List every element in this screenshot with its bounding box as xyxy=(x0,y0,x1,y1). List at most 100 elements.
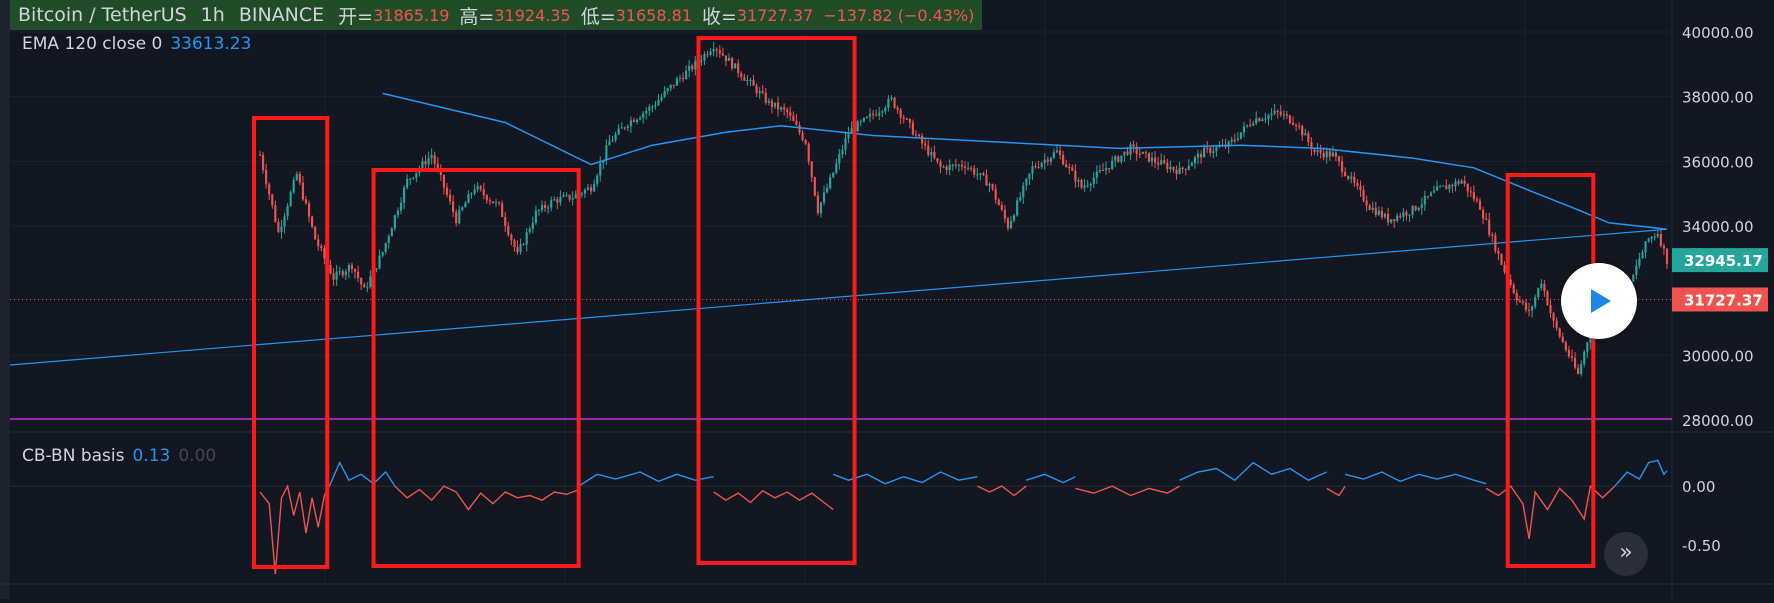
candle-body xyxy=(1276,110,1279,112)
candle-body xyxy=(1393,219,1396,221)
candle-body xyxy=(1546,291,1549,306)
candle-body xyxy=(1055,150,1059,153)
candle-body xyxy=(807,144,810,162)
candle-body xyxy=(274,205,277,222)
candle-body xyxy=(353,268,357,272)
candle-body xyxy=(329,265,332,274)
candle-body xyxy=(1399,215,1402,217)
candle-body xyxy=(1414,205,1417,211)
play-button[interactable] xyxy=(1561,263,1637,339)
candle-body xyxy=(1025,178,1028,186)
candle-body xyxy=(544,204,547,208)
candle-body xyxy=(363,284,366,288)
candle-body xyxy=(424,161,427,165)
candle-body xyxy=(1386,213,1390,223)
candle-body xyxy=(565,194,568,196)
candle-body xyxy=(369,276,372,288)
candle-body xyxy=(1586,342,1589,352)
candle-body xyxy=(951,164,954,166)
candle-body xyxy=(280,226,283,232)
candle-body xyxy=(700,60,703,62)
candle-body xyxy=(798,124,801,133)
price-tag-bg xyxy=(1672,248,1768,273)
candle-body xyxy=(510,234,513,241)
candle-body xyxy=(482,189,485,196)
candle-body xyxy=(1068,167,1071,169)
price-tick-label: 40000.00 xyxy=(1682,24,1754,42)
candle-body xyxy=(396,210,400,216)
candle-body xyxy=(1193,157,1197,164)
scroll-to-realtime-button[interactable]: » xyxy=(1604,532,1648,576)
candle-body xyxy=(1454,181,1457,187)
candle-body xyxy=(1475,199,1479,201)
symbol-name[interactable]: Bitcoin / TetherUS xyxy=(18,4,187,26)
candle-body xyxy=(979,173,982,175)
candle-body xyxy=(320,246,323,249)
candle-body xyxy=(1258,118,1261,121)
candle-body xyxy=(378,255,381,269)
candle-body xyxy=(835,163,838,173)
low-label: 低= xyxy=(580,5,616,28)
candle-body xyxy=(881,111,884,113)
candle-body xyxy=(1016,200,1019,216)
candle-body xyxy=(868,113,872,117)
candle-body xyxy=(1362,190,1365,201)
candle-body xyxy=(1426,196,1429,198)
candle-body xyxy=(1212,151,1215,154)
candle-body xyxy=(1120,155,1123,162)
basis-legend[interactable]: CB-BN basis 0.13 0.00 xyxy=(22,446,216,466)
candle-body xyxy=(1371,207,1374,210)
candle-body xyxy=(314,226,317,240)
candle-body xyxy=(706,53,709,55)
candle-body xyxy=(1402,212,1405,217)
candle-body xyxy=(1647,238,1650,242)
candle-body xyxy=(295,173,298,180)
ema-legend[interactable]: EMA 120 close 0 33613.23 xyxy=(22,34,251,54)
candle-body xyxy=(1233,139,1236,141)
candle-body xyxy=(724,55,728,61)
candle-body xyxy=(402,187,406,203)
candle-body xyxy=(703,53,706,61)
candle-body xyxy=(332,273,335,280)
basis-series xyxy=(259,459,1668,575)
candle-body xyxy=(488,200,491,202)
candle-body xyxy=(507,225,510,235)
candle-body xyxy=(1037,167,1040,169)
candle-body xyxy=(734,63,737,69)
price-tick-label: 34000.00 xyxy=(1682,218,1754,236)
candle-body xyxy=(1460,180,1463,184)
candle-body xyxy=(525,232,528,245)
candle-body xyxy=(1567,349,1570,357)
ema-120-line xyxy=(382,92,1668,230)
candle-body xyxy=(568,194,571,200)
candle-body xyxy=(819,202,823,214)
candle-body xyxy=(773,102,777,107)
candle-body xyxy=(1417,207,1420,211)
candle-body xyxy=(1117,156,1120,162)
candle-body xyxy=(357,271,360,279)
candle-body xyxy=(1126,151,1129,155)
candle-body xyxy=(942,166,945,168)
interval-label[interactable]: 1h xyxy=(200,4,225,26)
candle-body xyxy=(1141,151,1144,154)
candle-body xyxy=(749,79,752,81)
candle-body xyxy=(1448,184,1451,190)
candle-body xyxy=(1543,283,1546,292)
high-label: 高= xyxy=(459,5,495,28)
candle-body xyxy=(801,132,804,141)
candle-body xyxy=(1653,236,1656,238)
ema-legend-value: 33613.23 xyxy=(170,34,252,54)
candle-body xyxy=(1166,162,1169,170)
candle-body xyxy=(1583,351,1586,364)
price-tag-bg xyxy=(1672,287,1768,312)
candle-body xyxy=(755,85,758,94)
candle-body xyxy=(415,172,418,178)
candle-body xyxy=(1086,185,1089,187)
candle-body xyxy=(593,183,596,192)
candle-body xyxy=(976,174,979,176)
candle-body xyxy=(1080,180,1083,188)
candle-body xyxy=(663,91,666,97)
candle-body xyxy=(730,57,734,69)
